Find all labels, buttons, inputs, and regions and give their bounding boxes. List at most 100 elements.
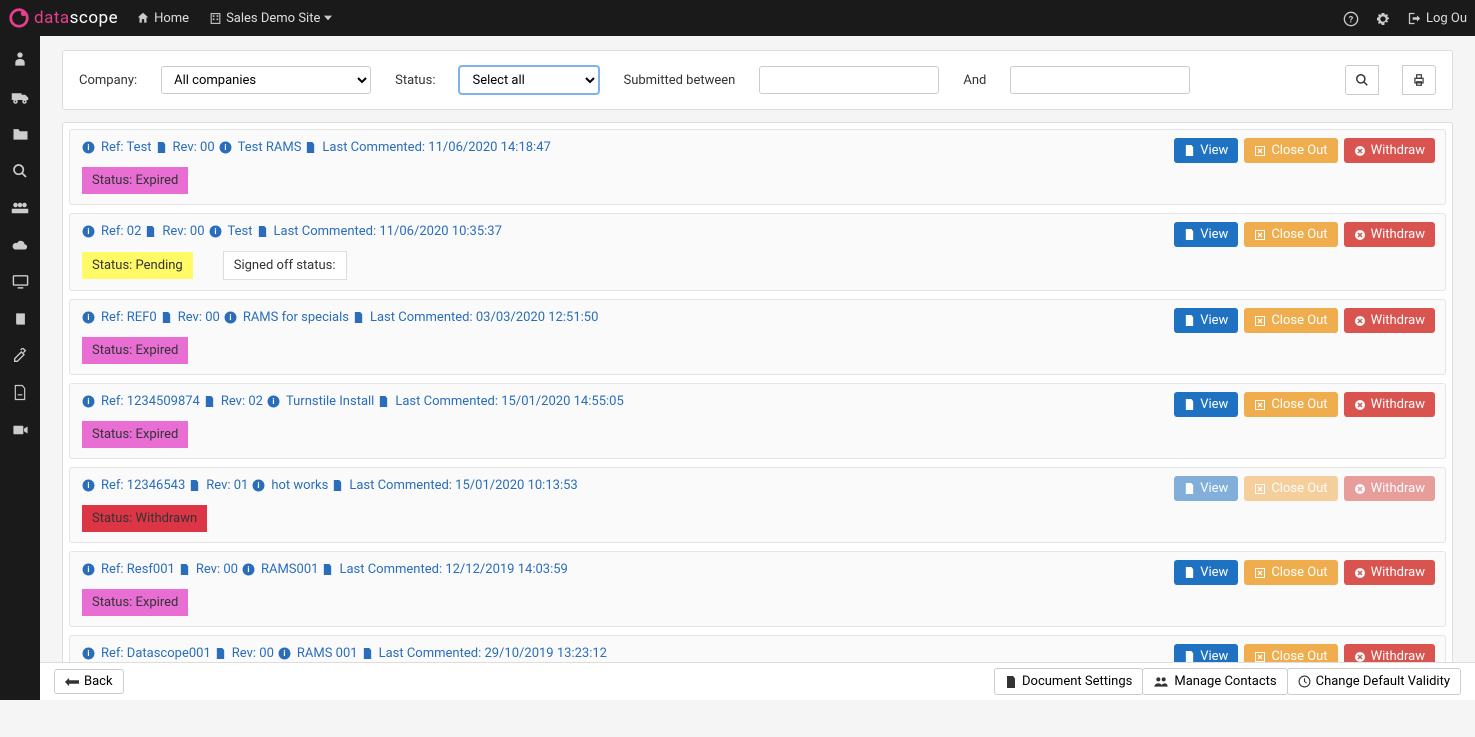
record-actions: View Close Out Withdraw <box>1174 560 1435 585</box>
signed-off-box: Signed off status: <box>223 251 347 280</box>
record-row: i Ref: 1234509874 Rev: 02 i Turnstile In… <box>69 383 1446 459</box>
status-badge: Status: Withdrawn <box>82 505 207 532</box>
sidebar-person-icon[interactable] <box>8 48 32 68</box>
withdraw-button[interactable]: Withdraw <box>1344 222 1435 247</box>
record-actions: View Close Out Withdraw <box>1174 476 1435 501</box>
withdraw-button[interactable]: Withdraw <box>1344 476 1435 501</box>
close-out-button[interactable]: Close Out <box>1244 222 1337 247</box>
file-icon <box>305 140 316 155</box>
close-out-button[interactable]: Close Out <box>1244 308 1337 333</box>
record-status-row: Status: Expired <box>82 167 1433 194</box>
info-icon: i <box>224 310 237 325</box>
change-validity-button[interactable]: Change Default Validity <box>1287 668 1461 695</box>
file-icon <box>257 224 268 239</box>
file-icon <box>353 310 364 325</box>
close-out-button[interactable]: Close Out <box>1244 476 1337 501</box>
help-icon[interactable]: ? <box>1343 9 1359 27</box>
file-icon <box>161 310 172 325</box>
record-status-row: Status: Withdrawn <box>82 505 1433 532</box>
svg-text:i: i <box>258 480 260 490</box>
close-out-button[interactable]: Close Out <box>1244 138 1337 163</box>
record-row: i Ref: 12346543 Rev: 01 i hot works Last… <box>69 467 1446 543</box>
svg-text:i: i <box>247 564 249 574</box>
arrow-left-icon <box>65 677 79 687</box>
records-list: i Ref: Test Rev: 00 i Test RAMS Last Com… <box>62 122 1453 677</box>
sidebar-video-icon[interactable] <box>8 419 32 438</box>
record-actions: View Close Out Withdraw <box>1174 392 1435 417</box>
info-icon: i <box>82 224 95 239</box>
info-icon: i <box>267 394 280 409</box>
file-icon <box>332 478 343 493</box>
home-icon <box>136 11 150 25</box>
close-out-button[interactable]: Close Out <box>1244 560 1337 585</box>
sidebar-delivery-icon[interactable] <box>8 86 32 105</box>
view-button[interactable]: View <box>1174 308 1238 333</box>
view-button[interactable]: View <box>1174 138 1238 163</box>
sidebar-search-icon[interactable] <box>8 160 32 179</box>
svg-text:i: i <box>214 226 216 236</box>
info-icon: i <box>209 224 222 239</box>
logout-link[interactable]: Log Ou <box>1407 11 1467 26</box>
svg-text:?: ? <box>1349 14 1354 25</box>
chevron-down-icon <box>324 14 332 22</box>
file-icon <box>215 646 226 661</box>
gear-icon[interactable] <box>1375 9 1391 27</box>
status-badge: Status: Expired <box>82 589 188 616</box>
withdraw-button[interactable]: Withdraw <box>1344 392 1435 417</box>
status-select[interactable]: Select all <box>459 66 599 94</box>
file-icon <box>189 478 200 493</box>
close-out-button[interactable]: Close Out <box>1244 392 1337 417</box>
nav-site-dropdown[interactable]: Sales Demo Site <box>209 11 332 26</box>
svg-text:i: i <box>87 396 89 406</box>
view-button[interactable]: View <box>1174 476 1238 501</box>
document-settings-button[interactable]: Document Settings <box>994 668 1143 695</box>
brand-logo[interactable]: datascope <box>8 7 118 29</box>
view-button[interactable]: View <box>1174 222 1238 247</box>
info-icon: i <box>82 646 95 661</box>
sidebar-folder-icon[interactable] <box>8 123 32 142</box>
document-settings-label: Document Settings <box>1022 674 1132 689</box>
company-select[interactable]: All companies <box>161 66 371 94</box>
sidebar-cloud-icon[interactable] <box>8 234 32 253</box>
status-badge: Status: Expired <box>82 421 188 448</box>
record-actions: View Close Out Withdraw <box>1174 308 1435 333</box>
info-icon: i <box>82 478 95 493</box>
withdraw-button[interactable]: Withdraw <box>1344 560 1435 585</box>
sidebar-pdf-icon[interactable] <box>8 382 32 401</box>
manage-contacts-button[interactable]: Manage Contacts <box>1142 668 1287 695</box>
info-icon: i <box>82 394 95 409</box>
info-icon: i <box>82 140 95 155</box>
sidebar-book-icon[interactable] <box>8 308 32 327</box>
print-button[interactable] <box>1402 65 1436 95</box>
print-icon <box>1412 73 1426 87</box>
top-navbar: datascope Home Sales Demo Site ? Log Ou <box>0 0 1475 36</box>
file-icon <box>378 394 389 409</box>
filter-bar: Company: All companies Status: Select al… <box>62 50 1453 110</box>
search-button[interactable] <box>1345 65 1379 95</box>
view-button[interactable]: View <box>1174 560 1238 585</box>
sidebar-edit-icon[interactable] <box>8 345 32 364</box>
record-actions: View Close Out Withdraw <box>1174 222 1435 247</box>
info-icon: i <box>82 562 95 577</box>
status-badge: Status: Pending <box>82 252 193 279</box>
back-label: Back <box>84 674 113 689</box>
withdraw-button[interactable]: Withdraw <box>1344 308 1435 333</box>
nav-home[interactable]: Home <box>136 11 189 26</box>
record-status-row: Status: Pending Signed off status: <box>82 251 1433 280</box>
left-sidebar <box>0 36 40 700</box>
nav-site-label: Sales Demo Site <box>226 11 320 26</box>
status-badge: Status: Expired <box>82 167 188 194</box>
view-button[interactable]: View <box>1174 392 1238 417</box>
date-to-input[interactable] <box>1010 66 1190 94</box>
date-from-input[interactable] <box>759 66 939 94</box>
withdraw-button[interactable]: Withdraw <box>1344 138 1435 163</box>
sidebar-users-icon[interactable] <box>8 197 32 216</box>
file-icon <box>362 646 373 661</box>
sidebar-monitor-icon[interactable] <box>8 271 32 290</box>
svg-text:i: i <box>87 564 89 574</box>
info-icon: i <box>278 646 291 661</box>
brand-text: datascope <box>34 8 118 28</box>
file-icon <box>145 224 156 239</box>
back-button[interactable]: Back <box>54 669 124 694</box>
record-row: i Ref: Test Rev: 00 i Test RAMS Last Com… <box>69 129 1446 205</box>
